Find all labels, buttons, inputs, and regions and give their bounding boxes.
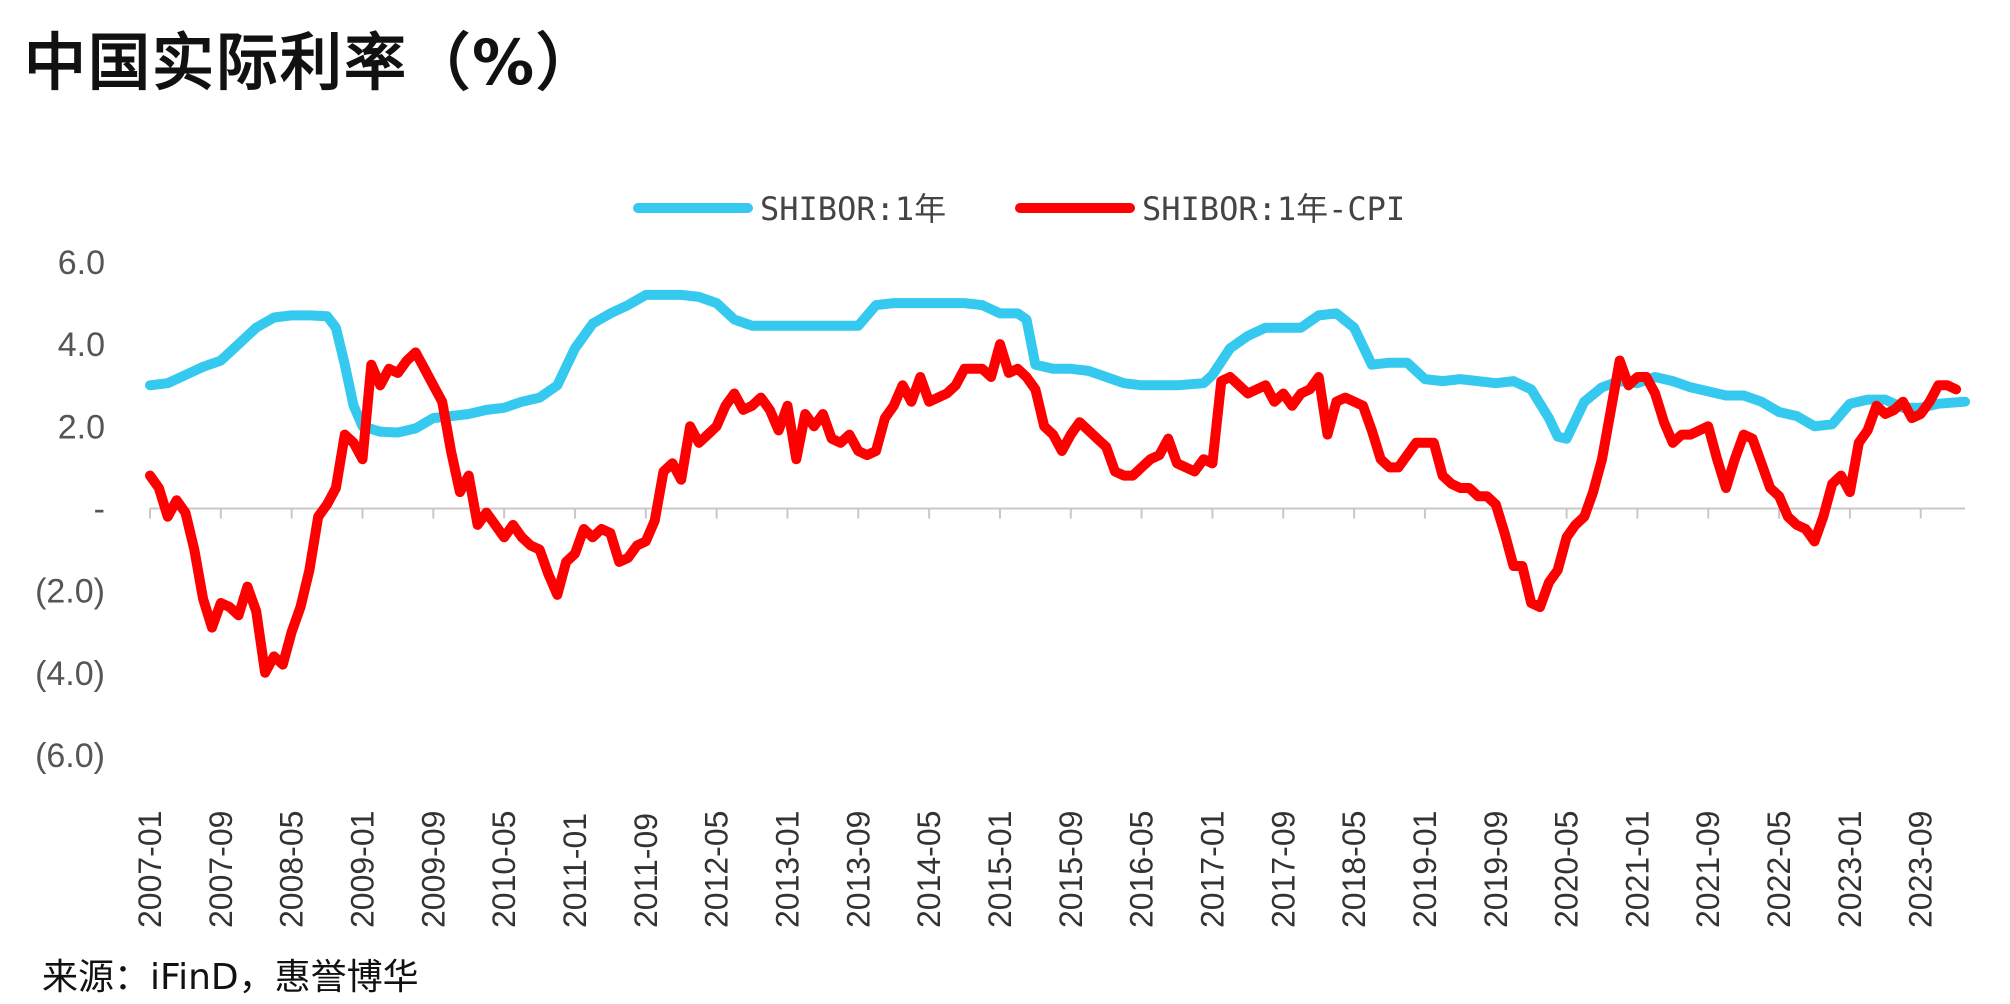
x-tick-label: 2013-09	[840, 811, 876, 928]
x-tick-label: 2018-05	[1336, 811, 1372, 928]
x-axis: 2007-01 2007-09 2008-05 2009-01 2009-09 2010-…	[132, 507, 1965, 928]
x-tick-label: 2017-09	[1265, 811, 1301, 928]
x-tick-label: 2021-09	[1690, 811, 1726, 928]
x-tick-label: 2007-09	[203, 811, 239, 928]
y-tick-label: (4.0)	[35, 655, 105, 693]
y-axis: 6.0 4.0 2.0 - (2.0) (4.0) (6.0)	[35, 244, 105, 775]
x-tick-label: 2020-05	[1549, 811, 1585, 928]
x-tick-label: 2014-05	[911, 811, 947, 928]
source-note: 来源：iFinD，惠誉博华	[42, 957, 419, 998]
x-tick-label: 2021-01	[1619, 811, 1655, 928]
x-tick-label: 2017-01	[1194, 811, 1230, 928]
x-tick-label: 2008-05	[274, 811, 310, 928]
x-tick-label: 2019-09	[1478, 811, 1514, 928]
x-tick-label: 2015-01	[982, 811, 1018, 928]
y-tick-label: (6.0)	[35, 737, 105, 775]
x-tick-label: 2022-05	[1761, 811, 1797, 928]
x-tick-label: 2007-01	[132, 811, 168, 928]
x-tick-label: 2010-05	[486, 811, 522, 928]
x-tick-label: 2011-01	[557, 813, 593, 928]
x-tick-label: 2023-01	[1832, 811, 1868, 928]
y-tick-label: -	[94, 491, 105, 529]
y-tick-label: 2.0	[58, 408, 105, 446]
x-tick-label: 2009-09	[415, 811, 451, 928]
legend-label: SHIBOR:1年-CPI	[1142, 190, 1405, 228]
x-tick-label: 2009-01	[344, 811, 380, 928]
x-tick-label: 2016-05	[1124, 811, 1160, 928]
x-tick-label: 2013-01	[769, 811, 805, 928]
series-line-real-rate	[145, 339, 1962, 678]
y-tick-label: (2.0)	[35, 573, 105, 611]
page-title: 中国实际利率（%）	[24, 26, 601, 99]
legend: SHIBOR:1年 SHIBOR:1年-CPI	[633, 190, 1405, 228]
x-tick-label: 2015-09	[1053, 811, 1089, 928]
x-tick-label: 2012-05	[699, 811, 735, 928]
x-tick-label: 2019-01	[1407, 811, 1443, 928]
series-line-shibor-1y	[145, 289, 1970, 444]
y-tick-label: 4.0	[58, 326, 105, 364]
x-tick-label: 2023-09	[1903, 811, 1939, 928]
x-tick-label: 2011-09	[628, 813, 664, 928]
legend-label: SHIBOR:1年	[760, 190, 946, 228]
y-tick-label: 6.0	[58, 244, 105, 282]
series-layer	[145, 289, 1970, 678]
